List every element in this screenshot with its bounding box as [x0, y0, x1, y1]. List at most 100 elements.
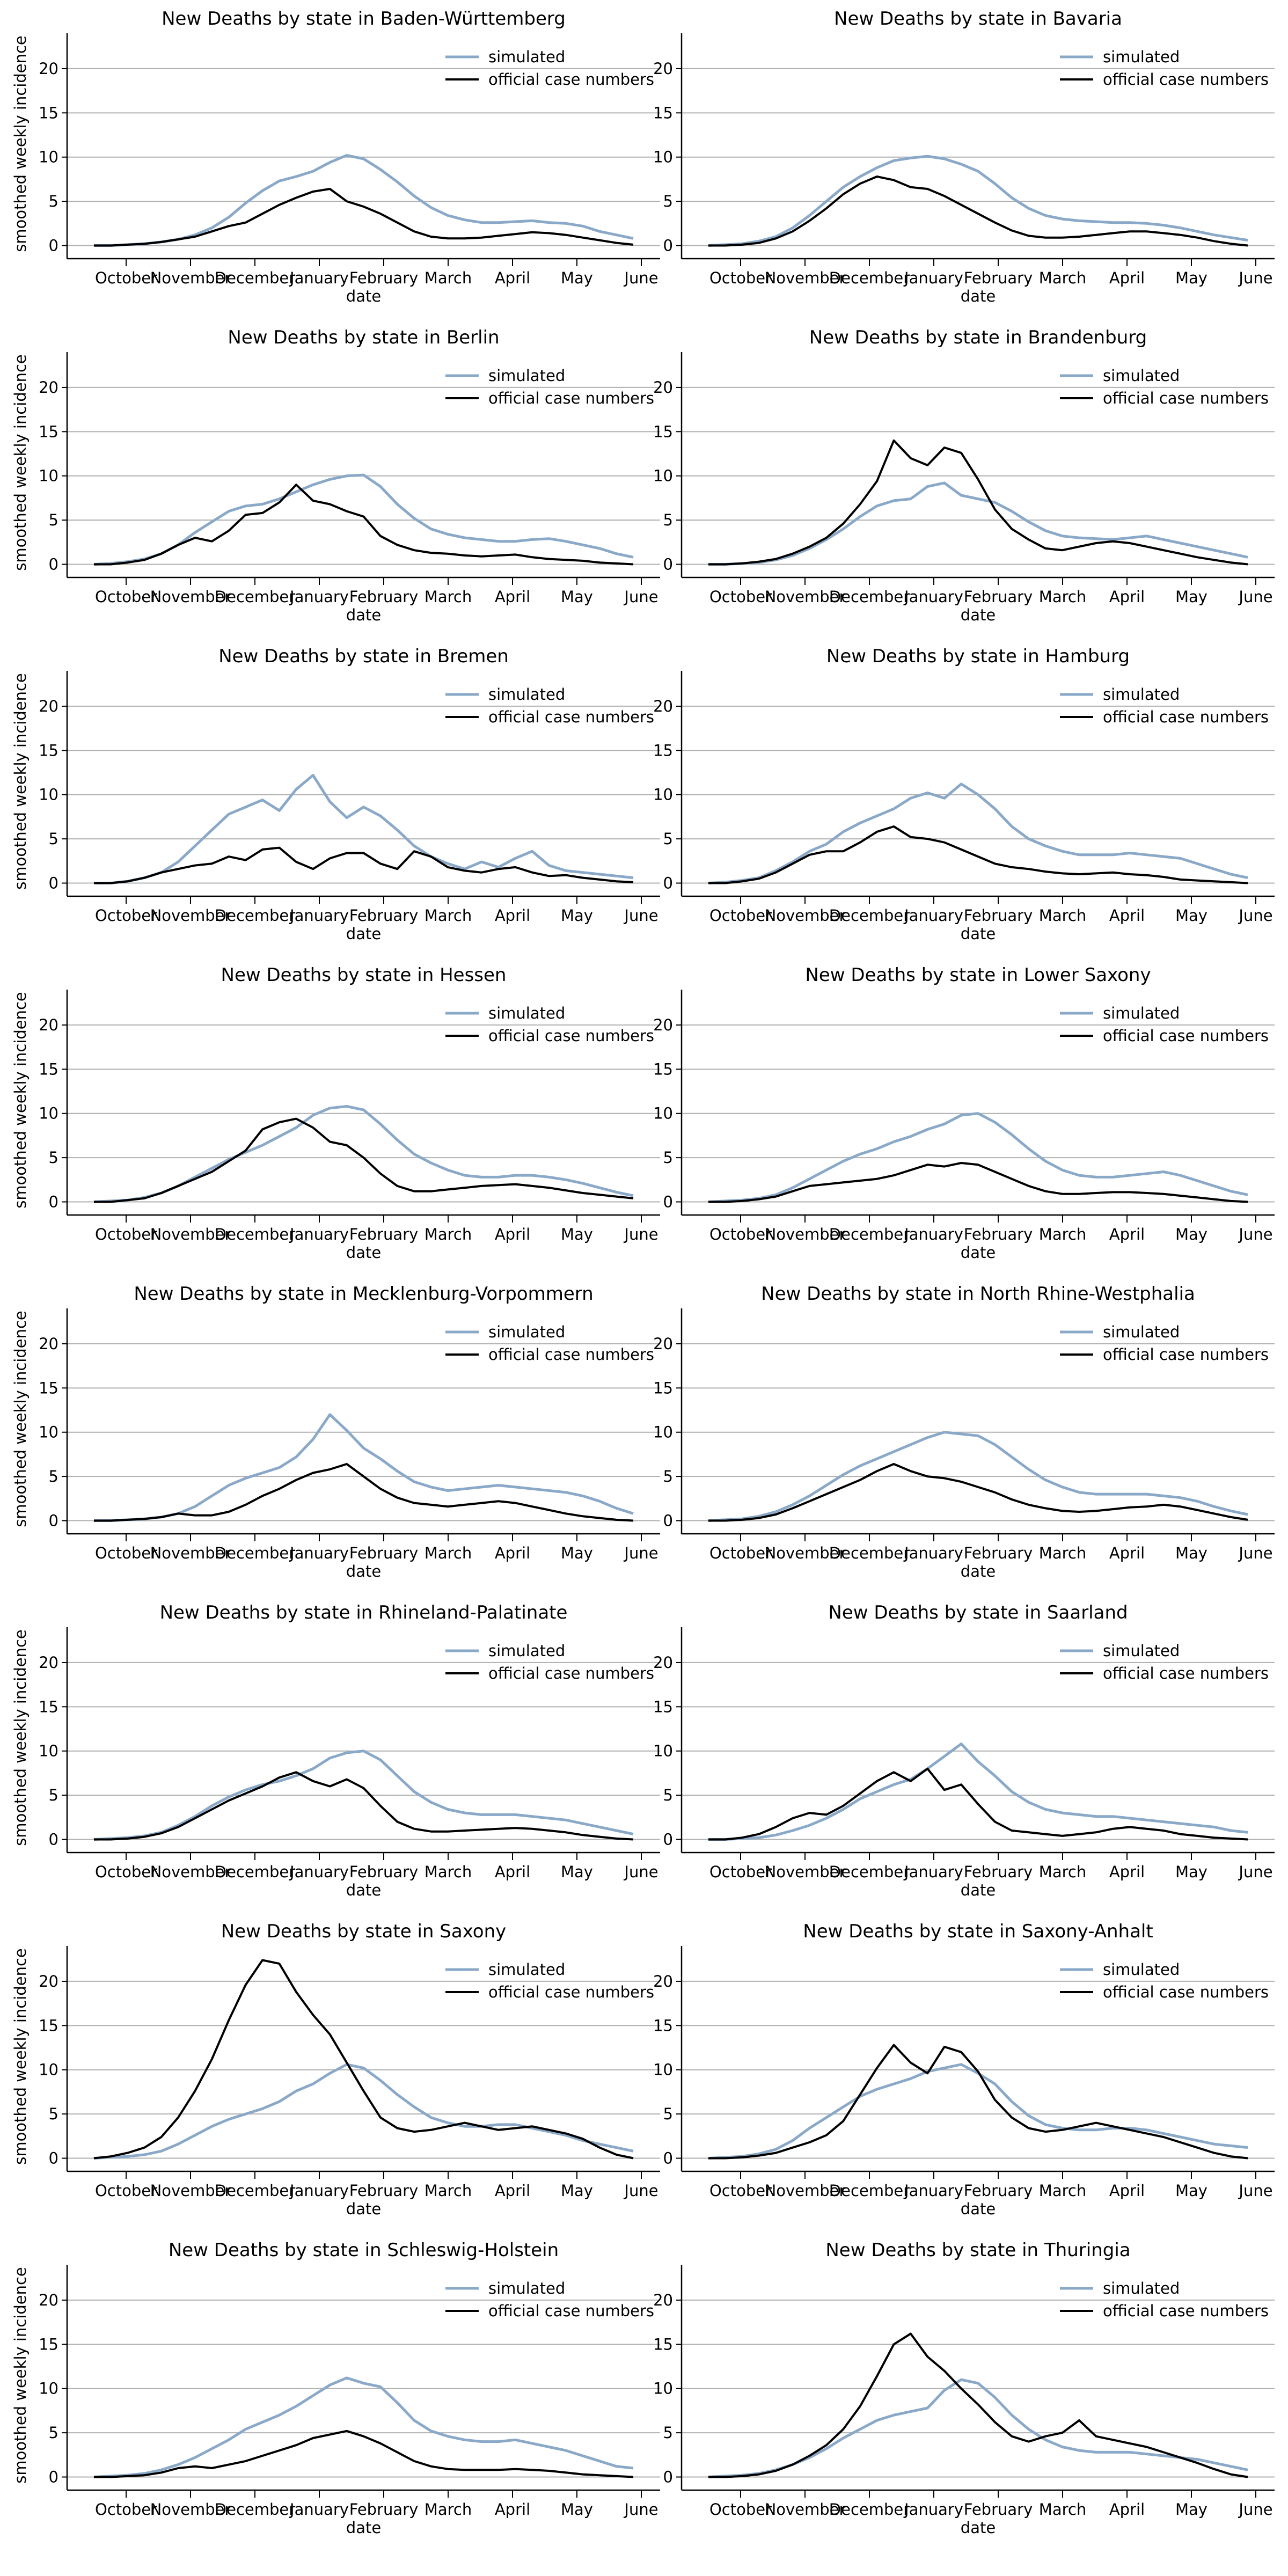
- x-tick-label: November: [765, 1863, 846, 1881]
- x-tick-label: October: [95, 1225, 157, 1243]
- legend-label: official case numbers: [488, 1027, 654, 1045]
- x-tick-label: February: [349, 1225, 419, 1243]
- y-tick-label: 20: [39, 1653, 58, 1672]
- series-line-simulated: [708, 481, 1248, 566]
- x-tick-label: June: [1238, 1544, 1272, 1562]
- legend-label: official case numbers: [1103, 1345, 1269, 1364]
- x-tick-label: May: [1175, 2500, 1208, 2519]
- x-axis-label: date: [961, 287, 996, 305]
- y-tick-label: 20: [39, 60, 58, 78]
- y-tick-label: 0: [49, 555, 58, 574]
- y-tick-label: 15: [653, 741, 673, 759]
- x-tick-label: June: [1238, 906, 1272, 925]
- x-tick-label: April: [1109, 1863, 1145, 1881]
- y-tick-label: 15: [39, 104, 58, 122]
- x-axis-label: date: [961, 606, 996, 624]
- y-tick-label: 0: [663, 1193, 673, 1211]
- x-tick-label: December: [829, 1544, 910, 1562]
- x-tick-label: January: [903, 906, 963, 925]
- y-tick-label: 15: [653, 1060, 673, 1078]
- x-tick-label: February: [349, 269, 419, 287]
- x-axis-label: date: [346, 1881, 381, 1899]
- series-line-official: [708, 825, 1248, 884]
- x-tick-label: March: [1039, 1544, 1086, 1562]
- y-axis-label: smoothed weekly incidence: [11, 35, 30, 252]
- series-line-simulated: [708, 1431, 1248, 1522]
- x-tick-label: October: [95, 2500, 157, 2519]
- x-axis-label: date: [961, 1881, 996, 1899]
- y-tick-label: 0: [49, 237, 58, 255]
- x-tick-label: April: [1109, 1544, 1145, 1562]
- x-tick-label: November: [150, 1225, 231, 1243]
- y-tick-label: 15: [653, 2335, 673, 2353]
- x-tick-label: June: [623, 1544, 658, 1562]
- y-tick-label: 0: [663, 555, 673, 574]
- series-line-simulated: [93, 2063, 634, 2160]
- series-line-simulated: [708, 2063, 1248, 2160]
- legend-label: simulated: [488, 48, 565, 66]
- y-tick-label: 15: [39, 2016, 58, 2035]
- legend-label: official case numbers: [1103, 1027, 1269, 1045]
- y-tick-label: 15: [653, 1697, 673, 1716]
- x-axis-label: date: [961, 2519, 996, 2537]
- y-tick-label: 5: [663, 1467, 673, 1485]
- series-line-official: [94, 188, 634, 247]
- x-tick-label: November: [150, 1863, 231, 1881]
- y-tick-label: 15: [39, 1060, 58, 1078]
- x-tick-label: December: [829, 2182, 910, 2200]
- y-tick-label: 5: [663, 192, 673, 210]
- y-tick-label: 0: [663, 874, 673, 892]
- y-tick-label: 5: [663, 1786, 673, 1804]
- series-line-simulated: [94, 1413, 634, 1522]
- series-line-official: [94, 1117, 634, 1203]
- x-tick-label: November: [765, 906, 846, 925]
- panel-title: New Deaths by state in Saarland: [828, 1602, 1128, 1623]
- y-tick-label: 20: [653, 1335, 673, 1353]
- legend-label: simulated: [1103, 1323, 1180, 1341]
- y-tick-label: 15: [39, 2335, 58, 2353]
- series-line-official: [708, 2044, 1248, 2160]
- panel-title: New Deaths by state in Baden-Württemberg: [162, 8, 566, 30]
- x-tick-label: November: [150, 2182, 231, 2200]
- x-tick-label: December: [215, 1225, 295, 1243]
- y-tick-label: 20: [653, 697, 673, 715]
- y-tick-label: 15: [653, 104, 673, 122]
- series-line-official: [94, 1463, 634, 1522]
- y-tick-label: 5: [663, 2424, 673, 2442]
- x-tick-label: February: [349, 1544, 419, 1562]
- x-tick-label: March: [425, 1863, 472, 1881]
- y-tick-label: 20: [39, 697, 58, 715]
- x-tick-label: June: [623, 1225, 658, 1243]
- series-line-simulated: [708, 2378, 1248, 2478]
- x-tick-label: March: [425, 1544, 472, 1562]
- x-tick-label: January: [289, 269, 349, 287]
- panel: New Deaths by state in Berlin 0 5 10 15 20 Oct…: [11, 327, 660, 624]
- y-tick-label: 0: [49, 2149, 58, 2168]
- x-tick-label: January: [903, 1544, 963, 1562]
- panel: New Deaths by state in Mecklenburg-Vorpo…: [11, 1283, 660, 1580]
- legend-label: official case numbers: [1103, 1983, 1269, 2001]
- x-tick-label: May: [1175, 1544, 1208, 1562]
- x-axis-label: date: [961, 1562, 996, 1580]
- panel-title: New Deaths by state in Rhineland-Palatin…: [160, 1602, 568, 1623]
- y-tick-label: 0: [49, 1512, 58, 1530]
- x-tick-label: May: [561, 906, 593, 925]
- y-tick-label: 10: [653, 148, 673, 166]
- legend-label: simulated: [488, 367, 565, 385]
- y-tick-label: 20: [39, 1972, 58, 1990]
- x-tick-label: March: [425, 2500, 472, 2519]
- y-tick-label: 5: [49, 2105, 58, 2123]
- legend-label: official case numbers: [488, 708, 654, 726]
- legend-label: simulated: [488, 1642, 565, 1660]
- x-tick-label: April: [1109, 1225, 1145, 1243]
- y-tick-label: 20: [39, 1335, 58, 1353]
- x-tick-label: April: [495, 588, 530, 606]
- series-line-simulated: [94, 774, 634, 884]
- y-tick-label: 20: [653, 378, 673, 397]
- legend-label: simulated: [488, 1323, 565, 1341]
- y-tick-label: 20: [39, 378, 58, 397]
- y-tick-label: 0: [663, 2468, 673, 2486]
- x-tick-label: January: [903, 269, 963, 287]
- panel-title: New Deaths by state in Mecklenburg-Vorpo…: [134, 1283, 593, 1305]
- panel: New Deaths by state in Schleswig-Holstei…: [11, 2240, 660, 2537]
